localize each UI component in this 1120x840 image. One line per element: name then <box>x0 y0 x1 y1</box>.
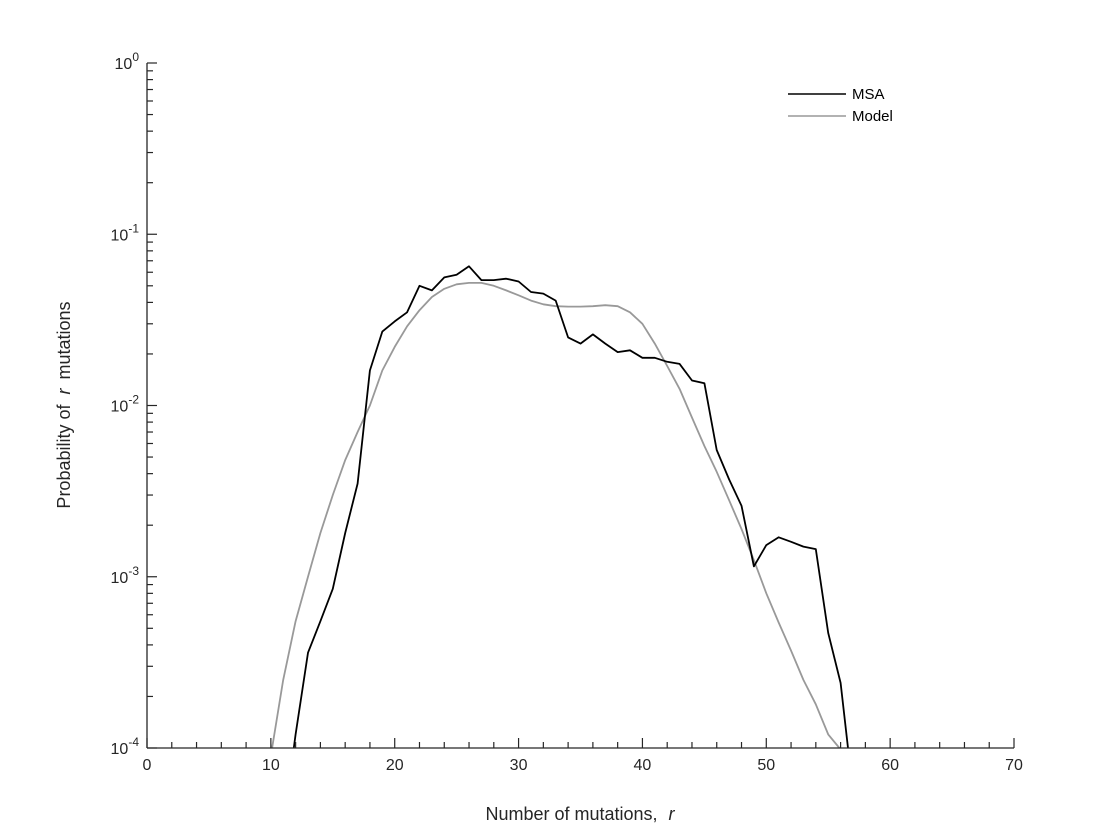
y-tick-base: 10 <box>111 570 129 587</box>
y-tick-exponent: 0 <box>132 50 139 64</box>
series-line-model <box>271 281 841 749</box>
x-tick-label: 30 <box>510 757 528 774</box>
y-tick-base: 10 <box>111 741 129 758</box>
x-tick-label: 40 <box>634 757 652 774</box>
y-tick-base: 10 <box>111 399 129 416</box>
y-axis-label-suffix: mutations <box>54 301 74 379</box>
y-tick-exponent: -3 <box>128 564 139 578</box>
legend-label-msa: MSA <box>852 86 885 103</box>
x-ticks: 0 10 20 30 40 50 60 70 <box>143 738 1023 774</box>
y-tick-label: 10-2 <box>111 393 140 416</box>
y-tick-label: 10-4 <box>111 735 140 758</box>
y-tick-base: 10 <box>111 227 129 244</box>
y-axis-label: Probability of r mutations <box>54 301 74 508</box>
y-tick-label: 10-3 <box>111 564 140 587</box>
x-tick-label: 60 <box>881 757 899 774</box>
y-tick-exponent: -1 <box>128 221 139 235</box>
legend-label-model: Model <box>852 108 893 125</box>
x-axis-label-variable: r <box>669 804 676 824</box>
x-tick-label: 50 <box>757 757 775 774</box>
x-axis-label-text: Number of mutations, <box>485 804 657 824</box>
x-tick-label: 20 <box>386 757 404 774</box>
y-tick-exponent: -4 <box>128 735 139 749</box>
y-tick-exponent: -2 <box>128 393 139 407</box>
series-line-msa <box>292 265 849 749</box>
x-tick-label: 0 <box>143 757 152 774</box>
y-tick-label: 100 <box>115 50 140 73</box>
y-tick-label: 10-1 <box>111 221 140 244</box>
x-axis-label: Number of mutations, r <box>485 804 675 824</box>
y-tick-base: 10 <box>115 56 133 73</box>
x-tick-label: 10 <box>262 757 280 774</box>
y-axis-label-variable: r <box>54 387 74 394</box>
x-tick-label: 70 <box>1005 757 1023 774</box>
y-axis-label-text: Probability of <box>54 404 74 509</box>
plot-area <box>271 265 849 749</box>
legend: MSA Model <box>788 86 893 125</box>
